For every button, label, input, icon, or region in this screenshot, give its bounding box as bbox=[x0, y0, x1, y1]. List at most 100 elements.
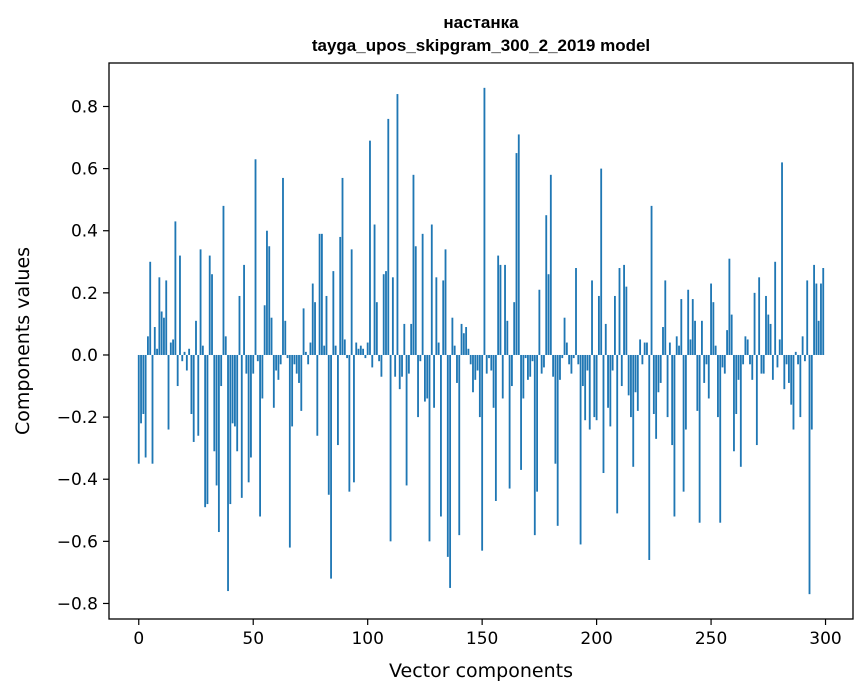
bar bbox=[314, 302, 316, 355]
bar bbox=[412, 174, 415, 355]
bar bbox=[494, 354, 497, 501]
bar bbox=[270, 317, 273, 355]
bar bbox=[353, 354, 355, 483]
bar bbox=[781, 162, 783, 355]
bar bbox=[293, 354, 296, 365]
bar bbox=[696, 354, 699, 411]
bar bbox=[197, 354, 200, 436]
bar bbox=[648, 354, 651, 560]
bar bbox=[419, 354, 422, 362]
bar bbox=[446, 354, 449, 557]
bar bbox=[481, 354, 484, 551]
bar bbox=[817, 320, 820, 355]
bar bbox=[327, 354, 330, 495]
x-axis-ticks: 0 50 100 150 200 250 300 bbox=[133, 619, 842, 649]
bar bbox=[378, 354, 381, 362]
bar bbox=[515, 153, 518, 355]
x-tick-label: 0 bbox=[133, 629, 144, 649]
bar bbox=[657, 354, 660, 393]
bar bbox=[712, 302, 715, 355]
bar bbox=[783, 354, 786, 390]
bar bbox=[380, 354, 383, 377]
bar bbox=[739, 354, 742, 467]
y-tick-label: −0.8 bbox=[57, 594, 98, 614]
bar bbox=[634, 354, 637, 393]
bar bbox=[765, 295, 767, 355]
bar bbox=[385, 271, 387, 355]
bar bbox=[174, 221, 177, 355]
bar bbox=[238, 295, 241, 355]
y-tick-label: −0.4 bbox=[57, 470, 98, 490]
bar bbox=[181, 354, 184, 362]
bar bbox=[778, 339, 781, 355]
bar bbox=[602, 354, 605, 474]
bar bbox=[375, 302, 378, 355]
bar bbox=[247, 354, 250, 483]
bar bbox=[641, 354, 644, 365]
bar bbox=[316, 354, 319, 436]
bar bbox=[749, 354, 751, 365]
bar bbox=[428, 354, 431, 542]
bar bbox=[277, 354, 280, 380]
bar bbox=[458, 354, 461, 536]
bar bbox=[728, 258, 731, 355]
bar bbox=[389, 354, 392, 542]
bar bbox=[424, 354, 426, 402]
bar bbox=[137, 354, 140, 464]
bar bbox=[492, 354, 495, 408]
y-tick-label: 0.2 bbox=[71, 284, 98, 304]
bar bbox=[433, 354, 435, 408]
bar bbox=[623, 264, 625, 355]
bar bbox=[483, 87, 486, 355]
bar bbox=[156, 348, 158, 355]
bar bbox=[245, 354, 248, 374]
y-tick-label: 0.4 bbox=[71, 222, 98, 242]
bar bbox=[371, 354, 374, 368]
bar bbox=[259, 354, 261, 517]
bar bbox=[742, 354, 745, 365]
bar bbox=[668, 342, 671, 355]
bar bbox=[801, 336, 804, 355]
bar bbox=[261, 354, 264, 399]
bar bbox=[323, 345, 326, 355]
bar bbox=[451, 317, 454, 355]
bar bbox=[320, 233, 323, 355]
bar bbox=[462, 333, 465, 355]
bar bbox=[417, 354, 419, 418]
bar bbox=[254, 159, 257, 355]
bar bbox=[252, 354, 255, 374]
bar bbox=[813, 264, 815, 355]
bar bbox=[460, 323, 463, 355]
bar bbox=[298, 354, 300, 383]
bar bbox=[650, 205, 653, 355]
bar bbox=[799, 354, 802, 418]
bar bbox=[593, 354, 596, 418]
bar bbox=[153, 327, 156, 355]
bar bbox=[591, 280, 593, 355]
bar bbox=[575, 268, 577, 355]
bar bbox=[652, 354, 655, 414]
bar bbox=[405, 354, 408, 486]
bar bbox=[673, 354, 676, 517]
y-tick-label: 0.0 bbox=[71, 346, 98, 366]
bar bbox=[176, 354, 179, 387]
bar bbox=[456, 354, 458, 383]
bar bbox=[684, 354, 687, 430]
bar bbox=[227, 354, 229, 592]
bar bbox=[771, 354, 774, 380]
bar bbox=[179, 255, 181, 355]
bar bbox=[536, 354, 538, 492]
bar bbox=[499, 264, 502, 355]
bar bbox=[396, 94, 399, 355]
bar bbox=[721, 354, 724, 368]
bar bbox=[391, 277, 394, 355]
bar bbox=[639, 339, 642, 355]
bar bbox=[618, 268, 621, 355]
bar bbox=[421, 233, 424, 355]
bar bbox=[726, 330, 729, 355]
bar bbox=[662, 327, 664, 355]
bar bbox=[643, 342, 646, 355]
